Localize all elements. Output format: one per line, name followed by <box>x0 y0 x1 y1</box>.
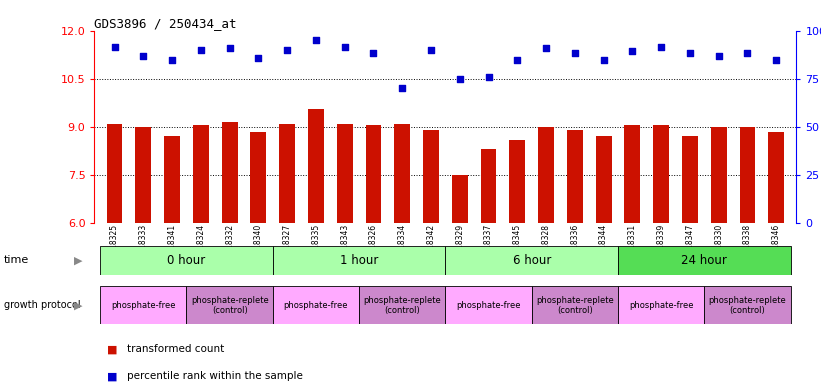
Text: GDS3896 / 250434_at: GDS3896 / 250434_at <box>94 17 237 30</box>
Point <box>482 74 495 80</box>
Point <box>396 85 409 91</box>
Point <box>223 45 236 51</box>
Text: phosphate-replete
(control): phosphate-replete (control) <box>364 296 441 315</box>
Bar <box>337 124 352 223</box>
Text: ■: ■ <box>107 371 117 381</box>
Text: ▶: ▶ <box>74 300 82 310</box>
Bar <box>618 246 791 275</box>
Bar <box>273 286 359 324</box>
Bar <box>164 136 180 223</box>
Bar <box>567 130 583 223</box>
Bar <box>250 132 266 223</box>
Bar <box>100 286 186 324</box>
Bar <box>596 136 612 223</box>
Point <box>539 45 553 51</box>
Text: growth protocol: growth protocol <box>4 300 80 310</box>
Text: phosphate-replete
(control): phosphate-replete (control) <box>536 296 614 315</box>
Text: phosphate-free: phosphate-free <box>111 301 176 310</box>
Bar <box>539 127 554 223</box>
Point <box>453 76 466 82</box>
Bar <box>273 246 446 275</box>
Bar <box>480 149 497 223</box>
Bar <box>711 127 727 223</box>
Text: phosphate-free: phosphate-free <box>284 301 348 310</box>
Point <box>367 50 380 56</box>
Point <box>769 56 782 63</box>
Bar <box>625 125 640 223</box>
Point <box>597 56 610 63</box>
Text: 0 hour: 0 hour <box>167 254 205 266</box>
Text: 24 hour: 24 hour <box>681 254 727 266</box>
Point <box>654 44 667 50</box>
Point <box>166 56 179 63</box>
Point <box>712 53 725 60</box>
Bar <box>654 125 669 223</box>
Bar <box>509 139 525 223</box>
Point <box>252 55 265 61</box>
Point <box>626 48 639 55</box>
Bar <box>446 246 618 275</box>
Bar <box>135 127 151 223</box>
Bar <box>107 124 122 223</box>
Point <box>281 47 294 53</box>
Bar <box>446 286 532 324</box>
Text: 1 hour: 1 hour <box>340 254 378 266</box>
Point <box>568 50 581 56</box>
Bar <box>740 127 755 223</box>
Text: phosphate-replete
(control): phosphate-replete (control) <box>190 296 268 315</box>
Point <box>338 44 351 50</box>
Point <box>741 50 754 56</box>
Bar <box>682 136 698 223</box>
Text: percentile rank within the sample: percentile rank within the sample <box>127 371 303 381</box>
Bar <box>100 246 273 275</box>
Bar <box>193 125 209 223</box>
Bar <box>423 130 439 223</box>
Text: phosphate-replete
(control): phosphate-replete (control) <box>709 296 787 315</box>
Text: ▶: ▶ <box>74 255 82 265</box>
Point <box>137 53 150 60</box>
Bar <box>359 286 446 324</box>
Bar <box>186 286 273 324</box>
Point <box>683 50 696 56</box>
Bar <box>222 122 237 223</box>
Text: phosphate-free: phosphate-free <box>456 301 521 310</box>
Bar <box>532 286 618 324</box>
Bar <box>618 286 704 324</box>
Point <box>108 44 122 50</box>
Bar <box>452 175 468 223</box>
Bar <box>394 124 410 223</box>
Bar <box>308 109 323 223</box>
Bar <box>768 132 784 223</box>
Text: transformed count: transformed count <box>127 344 224 354</box>
Text: time: time <box>4 255 30 265</box>
Point <box>195 47 208 53</box>
Bar <box>704 286 791 324</box>
Point <box>511 56 524 63</box>
Text: 6 hour: 6 hour <box>512 254 551 266</box>
Text: phosphate-free: phosphate-free <box>629 301 694 310</box>
Bar <box>279 124 295 223</box>
Point <box>424 47 438 53</box>
Text: ■: ■ <box>107 344 117 354</box>
Bar <box>365 125 382 223</box>
Point <box>310 37 323 43</box>
